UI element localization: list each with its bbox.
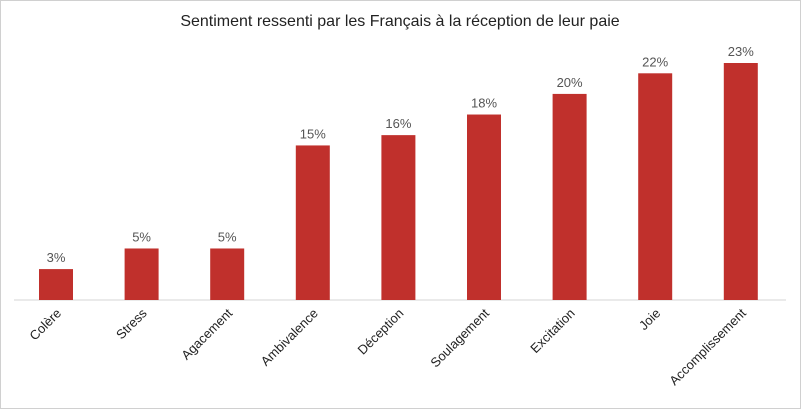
data-label: 3% [47,250,66,265]
bar-1 [124,248,159,300]
bar-6 [552,93,587,300]
category-label: Ambivalence [258,306,321,369]
bar-7 [638,73,673,300]
category-label: Déception [355,306,407,358]
category-label: Soulagement [427,305,492,370]
bar-0 [39,269,73,300]
category-label: Stress [113,305,150,342]
data-label: 23% [728,44,754,59]
category-label: Accomplissement [666,305,749,388]
bar-4 [381,135,416,300]
bar-3 [295,145,330,300]
data-label: 5% [132,229,151,244]
data-label: 22% [642,54,668,69]
data-label: 15% [300,126,326,141]
category-label: Excitation [527,306,577,356]
data-label: 20% [557,75,583,90]
category-label: Joie [636,306,663,333]
data-label: 5% [218,229,237,244]
bar-8 [723,63,758,300]
data-label: 16% [385,116,411,131]
category-label: Agacement [178,305,235,362]
data-label: 18% [471,96,497,111]
bar-2 [210,248,245,300]
category-label: Colère [26,306,64,344]
bar-5 [467,114,501,301]
chart-title: Sentiment ressenti par les Français à la… [180,13,619,30]
